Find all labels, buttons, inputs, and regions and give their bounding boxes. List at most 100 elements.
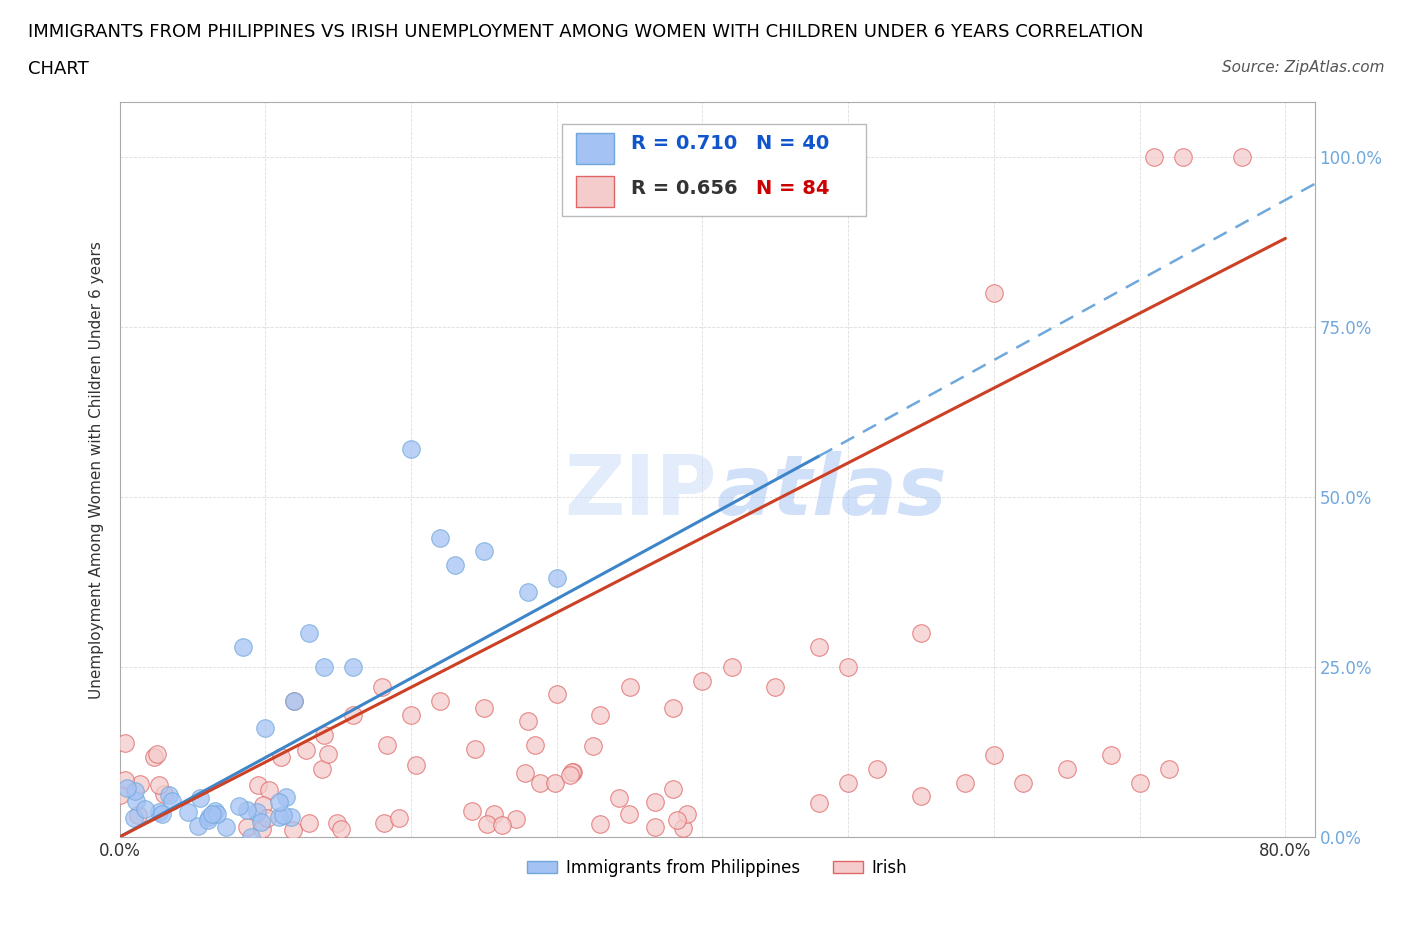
Point: [298, 626, 321, 641]
Point: [472, 544, 495, 559]
Point: [249, 815, 271, 830]
Point: [388, 810, 411, 825]
Point: [271, 807, 294, 822]
Point: [589, 707, 612, 722]
Point: [298, 816, 321, 830]
Point: [115, 780, 138, 795]
Point: [326, 816, 349, 830]
Point: [371, 680, 394, 695]
Text: Source: ZipAtlas.com: Source: ZipAtlas.com: [1222, 60, 1385, 75]
Point: [589, 817, 612, 831]
Point: [124, 784, 146, 799]
Point: [1056, 762, 1078, 777]
Point: [312, 659, 335, 674]
Point: [491, 817, 513, 832]
Text: R = 0.710: R = 0.710: [631, 134, 737, 153]
Point: [1157, 762, 1180, 777]
Point: [399, 707, 422, 722]
Point: [108, 788, 131, 803]
Point: [837, 659, 859, 674]
Point: [1143, 150, 1166, 165]
Point: [983, 286, 1005, 300]
Point: [114, 736, 136, 751]
Point: [1230, 150, 1253, 165]
Point: [644, 819, 666, 834]
Point: [482, 807, 505, 822]
Point: [152, 787, 174, 802]
Text: atlas: atlas: [717, 451, 948, 532]
Point: [270, 750, 292, 764]
Point: [443, 557, 465, 572]
Point: [558, 767, 581, 782]
Point: [692, 673, 714, 688]
Text: R = 0.656: R = 0.656: [631, 179, 738, 198]
Point: [134, 801, 156, 816]
Point: [283, 694, 305, 709]
Point: [329, 822, 352, 837]
Point: [523, 737, 546, 752]
Point: [983, 748, 1005, 763]
Point: [1173, 150, 1195, 165]
Point: [582, 738, 605, 753]
Point: [250, 821, 273, 836]
Point: [662, 700, 685, 715]
Point: [197, 810, 219, 825]
Point: [205, 806, 228, 821]
Point: [516, 714, 538, 729]
Point: [513, 765, 536, 780]
Point: [429, 694, 451, 709]
Point: [399, 442, 422, 457]
Point: [187, 818, 209, 833]
Point: [342, 707, 364, 722]
Point: [215, 819, 238, 834]
Point: [204, 804, 226, 818]
Point: [808, 795, 831, 810]
Point: [257, 783, 280, 798]
Point: [461, 804, 484, 818]
Point: [148, 777, 170, 792]
Point: [177, 805, 200, 820]
Point: [245, 804, 267, 819]
Text: IMMIGRANTS FROM PHILIPPINES VS IRISH UNEMPLOYMENT AMONG WOMEN WITH CHILDREN UNDE: IMMIGRANTS FROM PHILIPPINES VS IRISH UNE…: [28, 23, 1143, 41]
Point: [617, 807, 640, 822]
Point: [240, 830, 263, 844]
Point: [808, 639, 831, 654]
Point: [157, 788, 180, 803]
Point: [201, 807, 224, 822]
Text: N = 40: N = 40: [756, 134, 830, 153]
Point: [619, 680, 641, 695]
Point: [373, 815, 395, 830]
Point: [197, 813, 219, 828]
Text: CHART: CHART: [28, 60, 89, 78]
Point: [505, 811, 527, 826]
Point: [228, 798, 250, 813]
Point: [122, 810, 145, 825]
Point: [429, 530, 451, 545]
Legend: Immigrants from Philippines, Irish: Immigrants from Philippines, Irish: [520, 853, 914, 884]
Point: [267, 795, 290, 810]
Point: [283, 823, 305, 838]
Point: [280, 809, 302, 824]
Point: [910, 626, 932, 641]
Point: [544, 776, 567, 790]
Point: [464, 741, 486, 756]
Point: [129, 777, 152, 791]
Text: ZIP: ZIP: [565, 451, 717, 532]
Point: [516, 585, 538, 600]
Point: [142, 750, 165, 764]
Point: [232, 639, 254, 654]
Point: [274, 790, 297, 804]
Point: [675, 806, 697, 821]
Point: [561, 764, 583, 779]
Point: [252, 797, 274, 812]
Point: [114, 773, 136, 788]
Point: [235, 819, 257, 834]
Point: [953, 775, 976, 790]
Point: [160, 794, 183, 809]
Y-axis label: Unemployment Among Women with Children Under 6 years: Unemployment Among Women with Children U…: [89, 241, 104, 698]
Point: [644, 795, 666, 810]
FancyBboxPatch shape: [576, 133, 614, 164]
Point: [607, 790, 630, 805]
Point: [866, 762, 889, 777]
Point: [188, 790, 211, 805]
